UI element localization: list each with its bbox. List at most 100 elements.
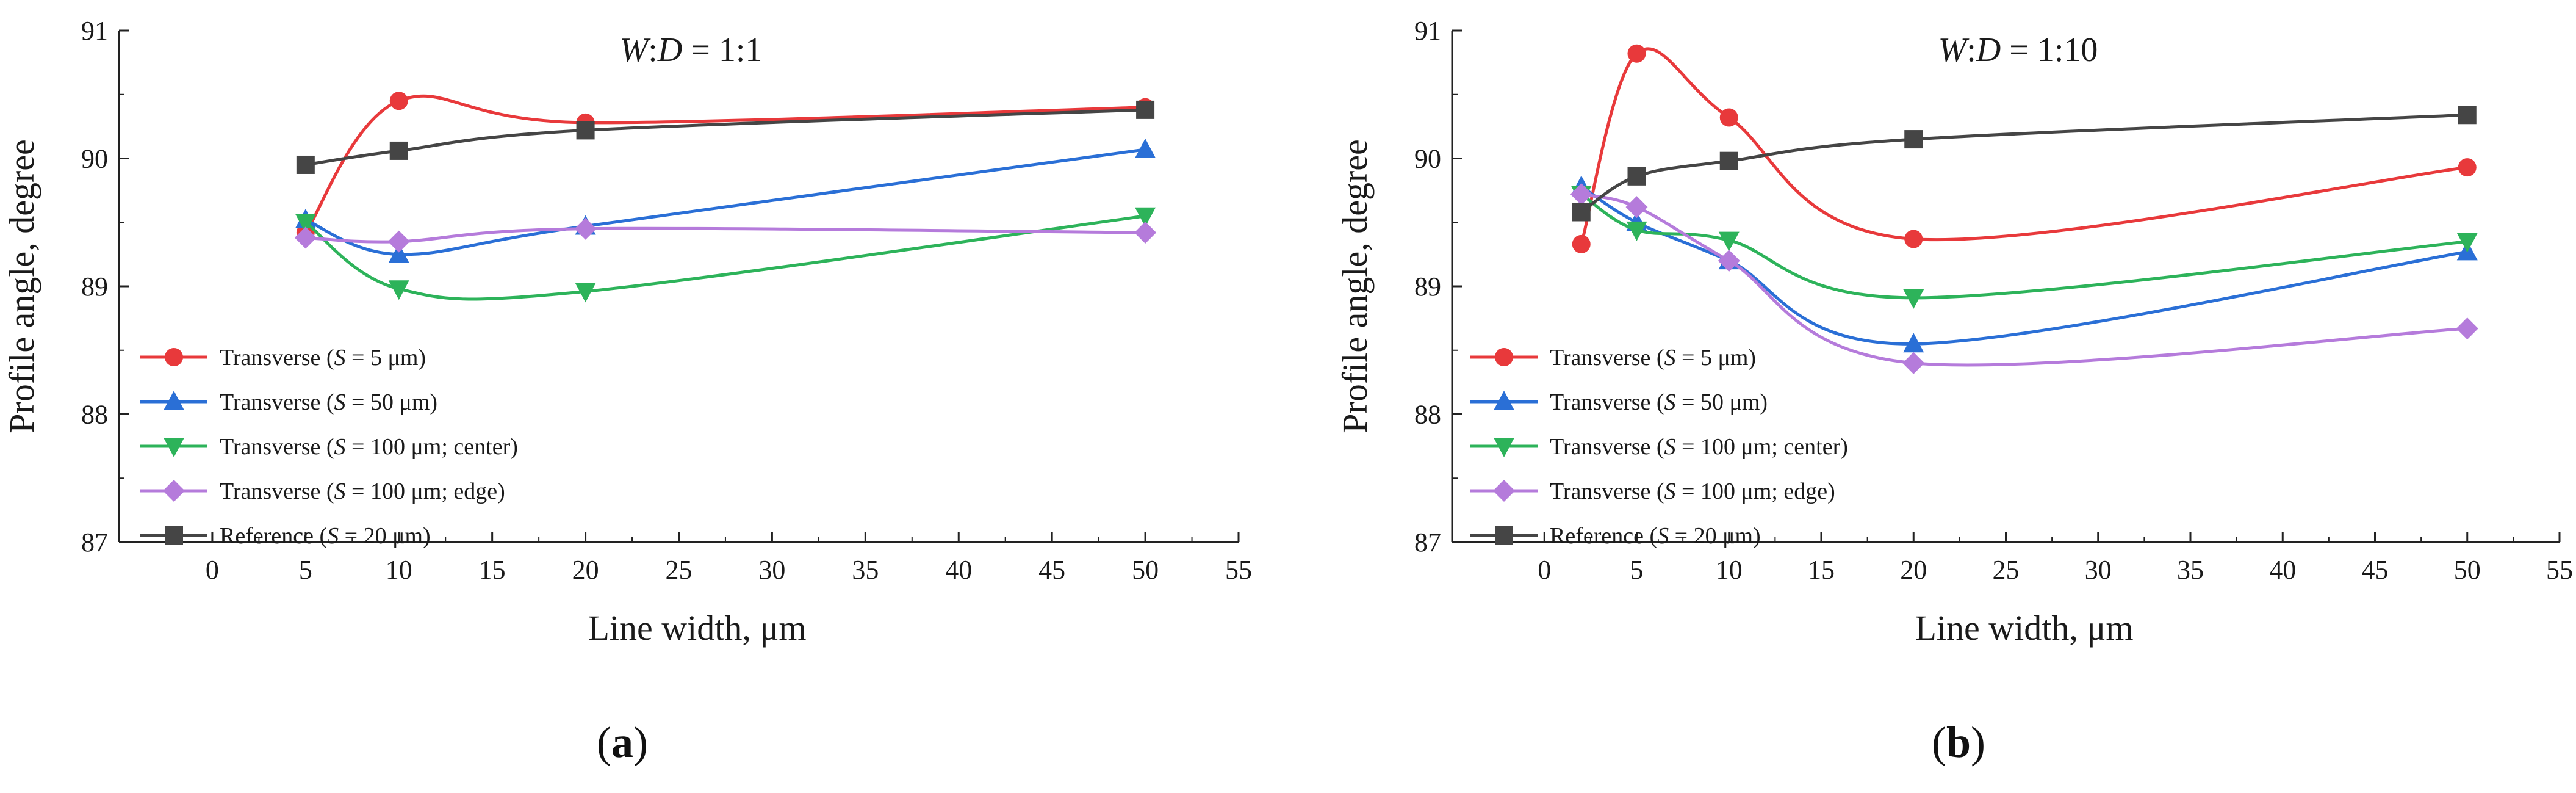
- chart-title: W:D = 1:10: [1938, 31, 2098, 69]
- title-ratio: = 1:10: [2001, 31, 2098, 69]
- data-point: [1136, 100, 1155, 119]
- data-point: [388, 243, 409, 263]
- legend-text-var: S: [334, 389, 346, 415]
- legend-text-post: = 5 μm): [1676, 345, 1757, 371]
- data-point: [389, 92, 408, 110]
- legend-entry: Transverse (S = 100 μm; edge): [220, 479, 505, 504]
- legend-text-post: = 100 μm; edge): [346, 479, 505, 504]
- x-tick-label: 30: [2085, 555, 2112, 585]
- series-line: [1580, 185, 2468, 346]
- legend-text-pre: Transverse (: [220, 345, 334, 371]
- legend-text-var: S: [1657, 523, 1669, 549]
- data-point: [1903, 289, 1924, 309]
- data-point: [1627, 167, 1646, 186]
- legend-text-pre: Transverse (: [1550, 345, 1664, 371]
- x-axis-label: Line width, μm: [588, 608, 806, 648]
- legend-text-post: = 50 μm): [346, 389, 438, 415]
- series-line: [1580, 113, 2467, 214]
- x-tick-label: 45: [1038, 555, 1065, 585]
- legend-text-var: S: [334, 479, 346, 504]
- title-var-d: D: [1976, 31, 2001, 69]
- legend-text-var: S: [327, 523, 339, 549]
- data-point: [1570, 183, 1592, 206]
- y-tick-label: 89: [1414, 272, 1441, 302]
- legend-marker: [1494, 438, 1514, 457]
- series-0: [1572, 44, 2477, 253]
- y-tick-label: 90: [81, 144, 108, 174]
- x-tick-label: 40: [2269, 555, 2296, 585]
- series-line: [305, 108, 1146, 167]
- legend-entry: Transverse (S = 100 μm; center): [1550, 434, 1848, 460]
- legend: Transverse (S = 5 μm)Transverse (S = 50 …: [140, 345, 518, 549]
- x-tick-label: 55: [2546, 555, 2573, 585]
- data-point: [2458, 106, 2477, 125]
- y-tick-label: 88: [81, 400, 108, 430]
- legend-entry: Transverse (S = 5 μm): [1550, 345, 1756, 371]
- legend-marker: [1495, 348, 1513, 366]
- x-tick-label: 20: [572, 555, 599, 585]
- x-tick-label: 40: [945, 555, 972, 585]
- title-sep: :: [1966, 31, 1976, 69]
- series-1: [1570, 175, 2478, 353]
- y-tick-label: 89: [81, 272, 108, 302]
- legend-marker: [1493, 480, 1515, 502]
- data-point: [295, 214, 316, 234]
- legend-text-post: = 20 μm): [339, 523, 431, 549]
- panel-letter-b: b: [1946, 718, 1971, 767]
- legend-text-var: S: [1664, 345, 1676, 371]
- series-line: [1580, 193, 2468, 300]
- legend-entry: Reference (S = 20 μm): [1550, 523, 1761, 549]
- x-tick-label: 5: [1630, 555, 1644, 585]
- y-tick-label: 88: [1414, 400, 1441, 430]
- legend-text-post: = 100 μm; center): [1676, 434, 1848, 460]
- data-point: [1135, 207, 1156, 227]
- data-point: [1903, 333, 1924, 353]
- legend-text-pre: Reference (: [220, 523, 327, 549]
- series-3: [1570, 183, 2478, 374]
- series-1: [295, 138, 1156, 263]
- legend-marker: [163, 480, 185, 502]
- series-4: [296, 100, 1155, 174]
- data-point: [389, 141, 408, 160]
- x-tick-label: 35: [852, 555, 879, 585]
- title-var-d: D: [657, 31, 682, 69]
- legend-text-pre: Reference (: [1550, 523, 1657, 549]
- data-point: [1718, 231, 1740, 252]
- data-point: [1625, 196, 1648, 219]
- data-point: [1904, 230, 1923, 248]
- chart-b: 87 88 89 90 91 0 5 10 15 20 25 30 35 40 45 50 55 Line wid…: [1335, 16, 2573, 648]
- x-tick-label: 45: [2362, 555, 2389, 585]
- y-tick-label: 91: [81, 16, 108, 46]
- legend-text-post: = 5 μm): [346, 345, 426, 371]
- x-tick-label: 10: [1716, 555, 1743, 585]
- y-tick-label: 87: [81, 527, 108, 557]
- x-tick-label: 15: [479, 555, 506, 585]
- y-tick-label: 87: [1414, 527, 1441, 557]
- panel-letter-a: a: [611, 718, 633, 767]
- series-4: [1572, 106, 2477, 222]
- data-point: [2456, 317, 2478, 340]
- x-tick-label: 25: [1993, 555, 2020, 585]
- legend-entry: Transverse (S = 100 μm; center): [220, 434, 518, 460]
- legend-marker: [164, 438, 184, 457]
- x-tick-label: 25: [666, 555, 693, 585]
- legend: Transverse (S = 5 μm)Transverse (S = 50 …: [1470, 345, 1848, 549]
- legend-text-pre: Transverse (: [220, 389, 334, 415]
- data-point: [294, 226, 317, 249]
- panel-label-b: (b): [1931, 718, 1985, 767]
- data-point: [1719, 151, 1738, 170]
- legend-text-pre: Transverse (: [1550, 434, 1664, 460]
- legend-text-var: S: [334, 434, 346, 460]
- data-point: [576, 121, 595, 140]
- data-point: [2456, 233, 2478, 253]
- legend-text-var: S: [334, 345, 346, 371]
- legend-marker: [164, 391, 184, 410]
- legend-text-pre: Transverse (: [1550, 389, 1664, 415]
- x-tick-label: 0: [1538, 555, 1551, 585]
- legend-marker: [1495, 526, 1513, 545]
- legend-text-post: = 100 μm; edge): [1676, 479, 1835, 504]
- data-point: [1134, 222, 1157, 244]
- data-point: [1572, 203, 1591, 222]
- legend-entry: Transverse (S = 5 μm): [220, 345, 426, 371]
